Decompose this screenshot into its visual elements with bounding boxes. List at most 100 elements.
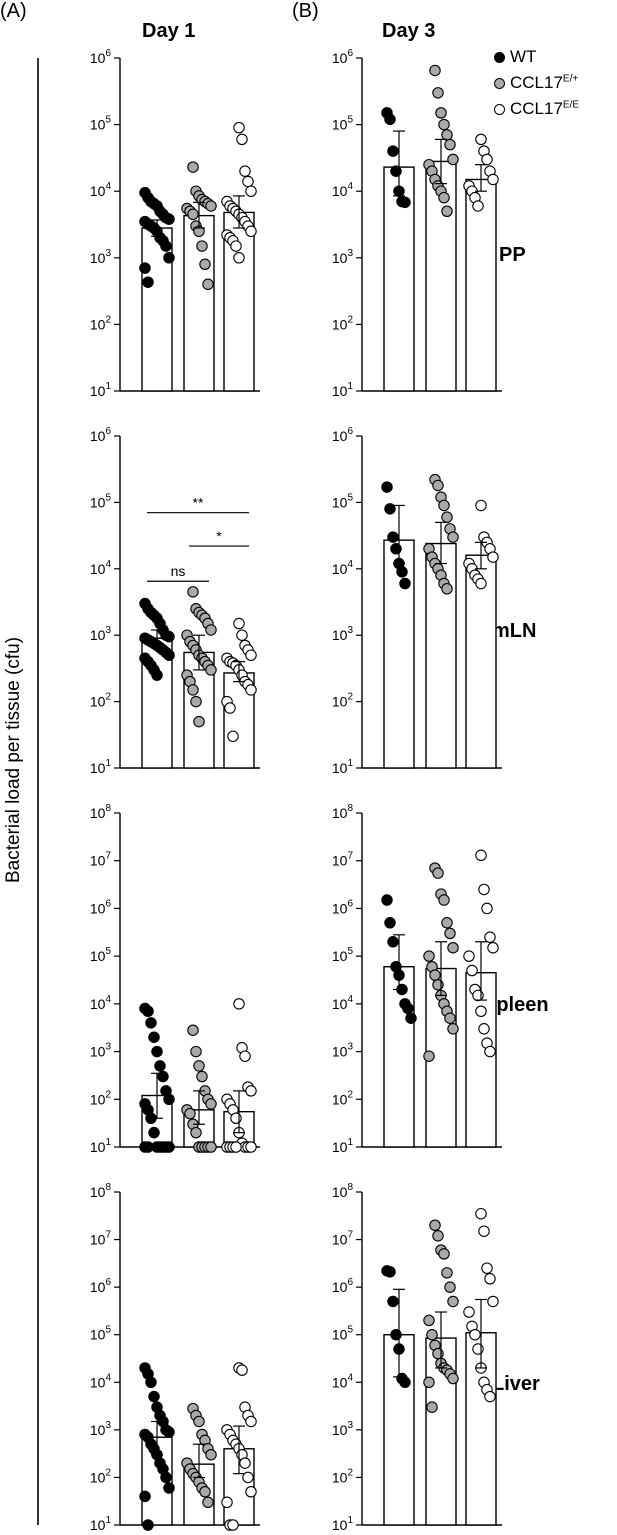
bar-wt (383, 966, 415, 1148)
point-ccl17-ep (190, 1126, 202, 1139)
legend-sup-ccl17-ep: E/+ (562, 73, 579, 85)
point-wt (145, 1017, 157, 1029)
point-ccl17-ep (193, 1415, 205, 1428)
point-ccl17-ep (432, 867, 444, 879)
row-label-mln: mLN (492, 620, 537, 642)
point-ccl17-ee (475, 849, 487, 862)
y-tick-label: 103 (332, 248, 354, 266)
point-ccl17-ee (481, 902, 493, 915)
point-ccl17-ep (429, 64, 441, 77)
point-ccl17-ep (187, 1024, 199, 1036)
point-wt (387, 936, 399, 948)
point-wt (396, 566, 408, 578)
point-wt (163, 649, 175, 661)
y-tick-label: 107 (90, 851, 112, 869)
point-ccl17-ep (444, 1012, 456, 1024)
y-tick-label: 108 (90, 1182, 112, 1200)
point-ccl17-ep (190, 695, 202, 708)
y-tick-label: 105 (332, 492, 354, 510)
point-wt (148, 1390, 160, 1403)
point-ccl17-ee (481, 1262, 493, 1274)
y-tick-label: 105 (90, 115, 112, 133)
y-tick-label: 104 (90, 181, 112, 199)
point-ccl17-ep (438, 499, 450, 512)
point-ccl17-ep (205, 1098, 217, 1110)
point-ccl17-ep (441, 129, 453, 141)
y-tick-label: 101 (332, 758, 354, 776)
point-ccl17-ee (475, 499, 487, 512)
point-wt (399, 1376, 411, 1389)
point-wt (387, 531, 399, 543)
y-tick-label: 104 (90, 994, 112, 1012)
point-ccl17-ep (444, 927, 456, 940)
point-wt (151, 669, 163, 681)
point-ccl17-ep (447, 153, 459, 166)
point-ccl17-ee (245, 225, 257, 238)
y-tick-label: 106 (332, 1277, 354, 1295)
y-tick-label: 102 (332, 692, 354, 710)
y-tick-label: 101 (332, 381, 354, 399)
point-ccl17-ee (239, 165, 251, 177)
point-ccl17-ee (484, 931, 496, 943)
y-tick-label: 105 (332, 946, 354, 964)
point-ccl17-ep (426, 1328, 438, 1341)
y-tick-label: 103 (332, 1042, 354, 1060)
y-tick-label: 106 (332, 426, 354, 444)
point-ccl17-ep (202, 278, 214, 291)
point-wt (160, 1471, 172, 1484)
y-tick-label: 103 (332, 1420, 354, 1438)
y-tick-label: 102 (90, 692, 112, 710)
point-wt (387, 145, 399, 157)
point-ccl17-ep (199, 258, 211, 271)
point-ccl17-ep (444, 1281, 456, 1293)
point-ccl17-ep (196, 1070, 208, 1083)
point-ccl17-ee (239, 1050, 251, 1062)
point-ccl17-ep (441, 917, 453, 929)
point-ccl17-ee (463, 950, 475, 962)
point-ccl17-ee (487, 941, 499, 954)
point-wt (387, 1295, 399, 1308)
point-ccl17-ep (438, 894, 450, 906)
legend: WT CCL17E/+ CCL17E/E (494, 47, 614, 125)
point-wt (160, 240, 172, 252)
point-wt (384, 917, 396, 929)
point-ccl17-ee (236, 1364, 248, 1376)
point-wt (145, 1376, 157, 1389)
point-ccl17-ep (190, 1045, 202, 1058)
point-ccl17-ee (245, 1485, 257, 1498)
point-ccl17-ee (466, 964, 478, 977)
point-wt (142, 1519, 154, 1531)
plot-liver-day1: 101 102 103 104 105 106 107 108 (90, 1182, 260, 1533)
y-tick-label: 105 (90, 946, 112, 964)
y-tick-label: 104 (332, 181, 354, 199)
point-ccl17-ee (230, 1112, 242, 1125)
y-tick-label: 102 (332, 1467, 354, 1485)
point-wt (384, 503, 396, 515)
point-ccl17-ep (205, 1141, 217, 1153)
point-wt (390, 165, 402, 177)
point-wt (148, 1126, 160, 1139)
point-wt (381, 481, 393, 493)
point-ccl17-ee (227, 1519, 239, 1531)
y-tick-label: 102 (332, 314, 354, 332)
point-ccl17-ep (438, 191, 450, 204)
y-tick-label: 103 (90, 625, 112, 643)
point-ccl17-ee (475, 577, 487, 590)
point-ccl17-ep (441, 1267, 453, 1279)
y-tick-label: 105 (332, 1325, 354, 1343)
point-ccl17-ee (475, 1005, 487, 1017)
point-ccl17-ep (432, 87, 444, 99)
point-wt (139, 262, 151, 274)
point-ccl17-ee (245, 1415, 257, 1428)
point-wt (381, 894, 393, 906)
point-ccl17-ee (478, 1225, 490, 1237)
legend-item-ccl17-ee: CCL17E/E (494, 99, 614, 125)
y-tick-label: 104 (332, 1372, 354, 1390)
point-ccl17-ee (481, 153, 493, 166)
point-ccl17-ee (245, 185, 257, 197)
point-ccl17-ep (423, 1314, 435, 1327)
panel-a-label: (A) (0, 0, 27, 22)
point-ccl17-ep (426, 1401, 438, 1413)
point-wt (163, 1141, 175, 1153)
point-ccl17-ee (233, 252, 245, 264)
